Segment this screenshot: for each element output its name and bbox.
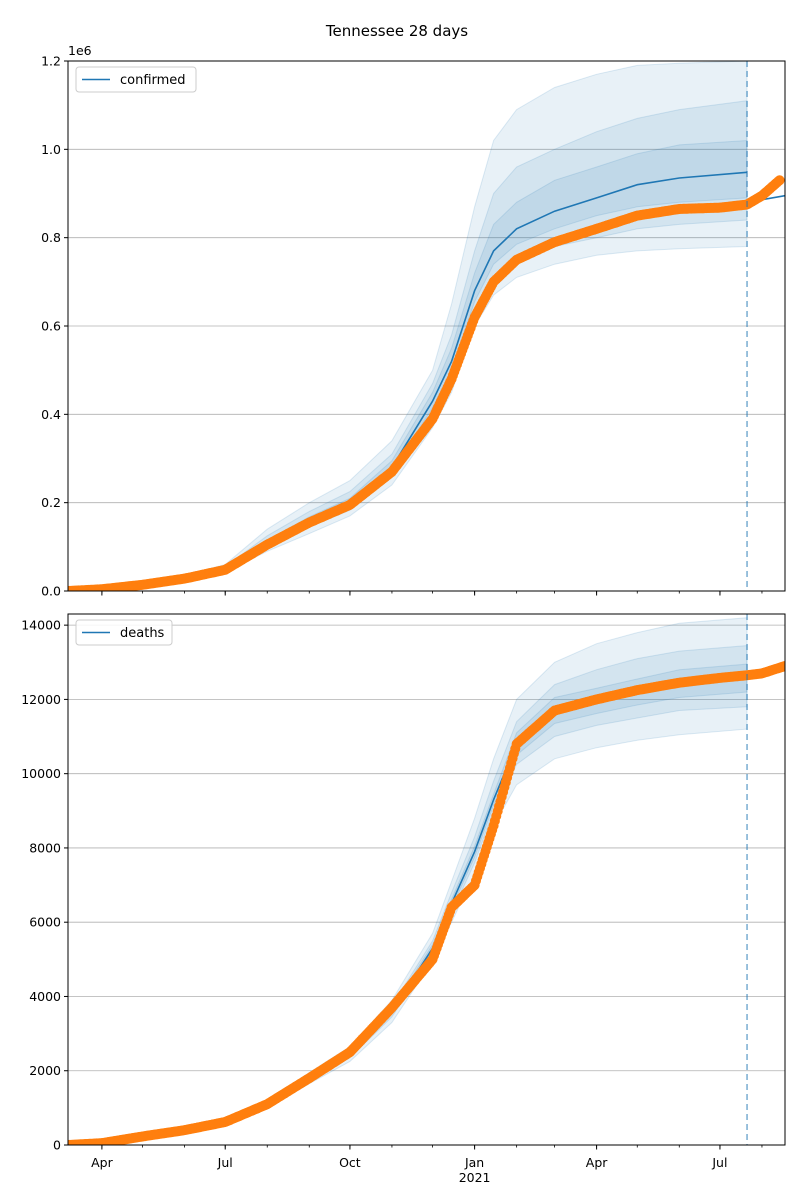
y-tick-label: 14000 [21, 618, 61, 633]
x-tick-label: Apr [586, 1155, 608, 1170]
legend: confirmed [75, 66, 197, 93]
y-tick-label: 2000 [29, 1063, 61, 1078]
legend: deaths [75, 619, 173, 646]
y-tick-label: 12000 [21, 692, 61, 707]
page-title: Tennessee 28 days [325, 22, 468, 40]
x-axis-labels: Apr Jul Oct Jan Apr Jul 2021 [91, 1155, 727, 1185]
observed-point [780, 661, 785, 671]
x-tick-label: Oct [339, 1155, 361, 1170]
x-tick-label: Jul [711, 1155, 727, 1170]
legend-label: confirmed [120, 73, 186, 88]
x-tick-label: Jul [217, 1155, 233, 1170]
y-tick-label: 6000 [29, 915, 61, 930]
axes-frame [67, 613, 786, 1146]
y-tick-label: 10000 [21, 766, 61, 781]
x-year-label: 2021 [459, 1170, 491, 1185]
legend-label: deaths [120, 626, 165, 641]
x-tick-label: Apr [91, 1155, 113, 1170]
observed-series [68, 175, 785, 591]
legend-box [75, 619, 173, 646]
y-tick-label: 1.0 [41, 142, 61, 157]
observed-series [68, 661, 785, 1145]
y-tick-label: 4000 [29, 989, 61, 1004]
y-tick-label: 0.2 [41, 495, 61, 510]
legend-box [75, 66, 197, 93]
y-tick-label: 0.8 [41, 230, 61, 245]
y-tick-label: 0 [53, 1138, 61, 1153]
deaths-panel: 0 2000 4000 6000 8000 10000 12000 14000 deaths [21, 613, 786, 1153]
y-tick-label: 0.0 [41, 584, 61, 599]
y-tick-label: 0.4 [41, 407, 61, 422]
y-tick-label: 8000 [29, 840, 61, 855]
y-tick-label: 1.2 [41, 54, 61, 69]
x-tick-label: Jan [464, 1155, 484, 1170]
y-scale-label: 1e6 [68, 43, 92, 58]
grid-lines [68, 624, 785, 1072]
observed-point [774, 175, 785, 186]
y-tick-label: 0.6 [41, 319, 61, 334]
plot-area [68, 61, 785, 591]
confirmed-panel: 0.0 0.2 0.4 0.6 0.8 1.0 1.2 1e6 confirmed [41, 43, 786, 599]
